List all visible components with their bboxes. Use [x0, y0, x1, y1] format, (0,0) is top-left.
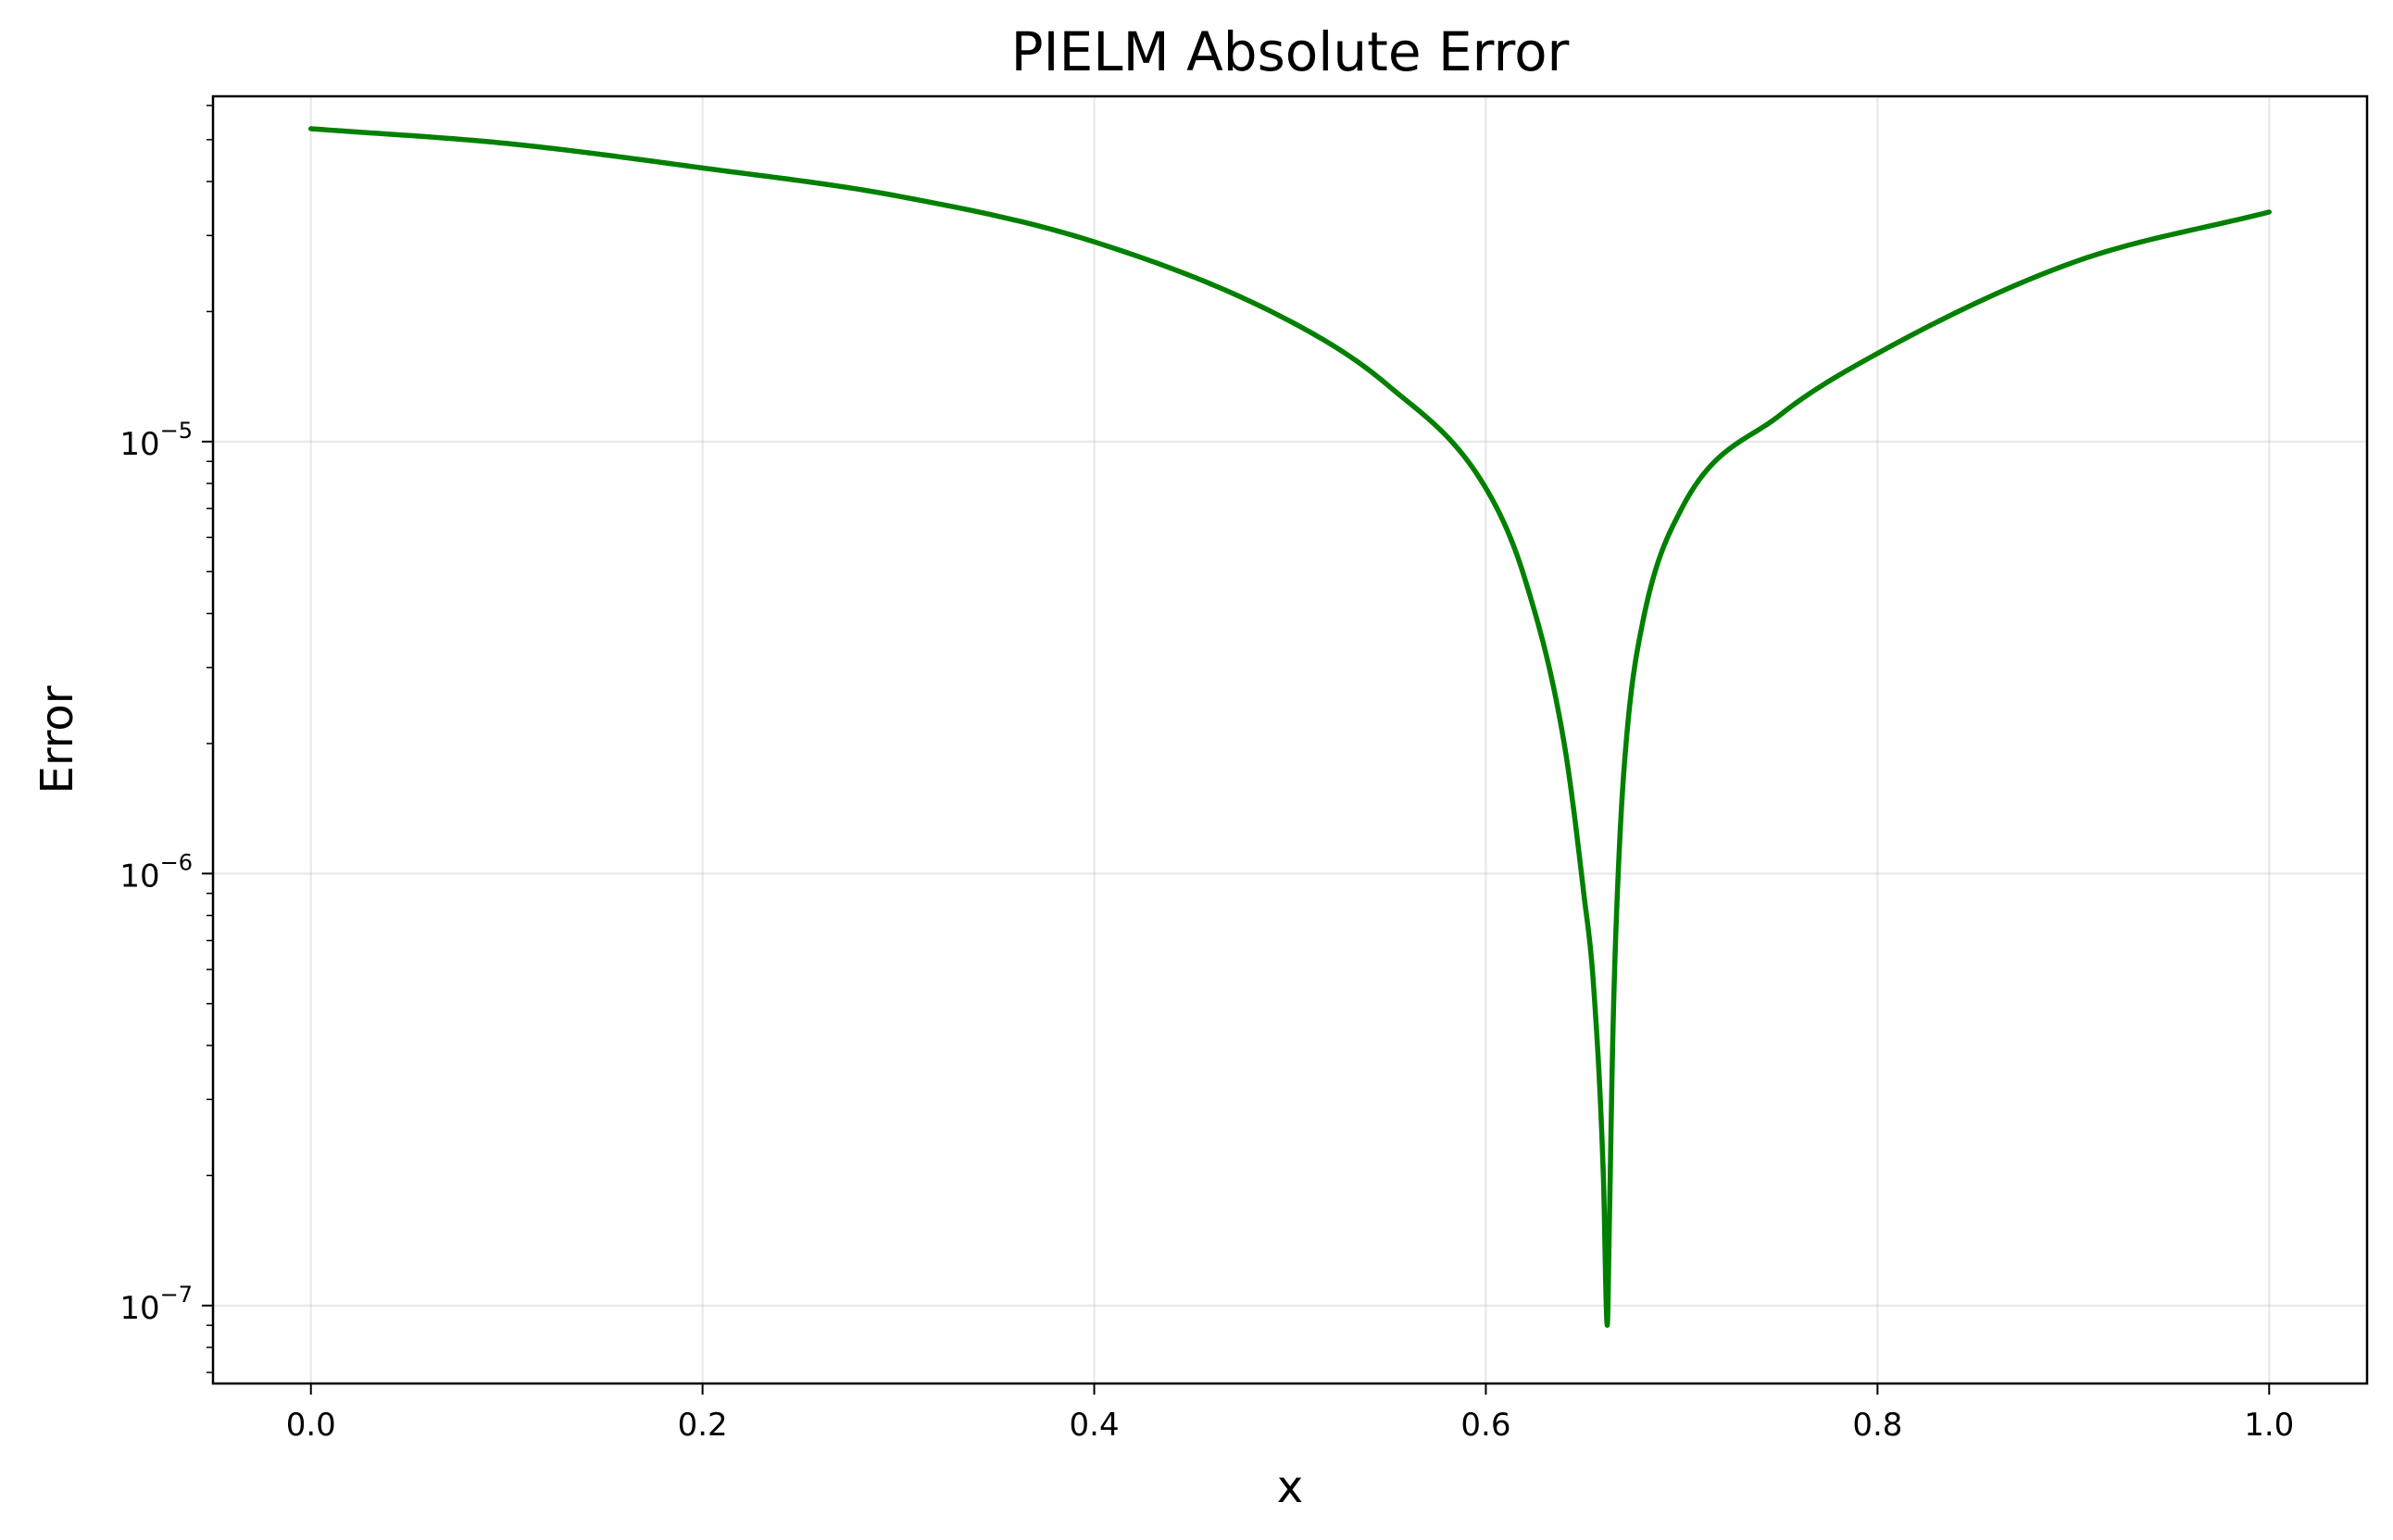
y-axis-label: Error	[31, 685, 83, 794]
y-tick-label-exponent: −6	[160, 849, 193, 875]
x-tick-label: 0.4	[1070, 1407, 1120, 1444]
y-tick-label: 10−6	[119, 849, 193, 895]
plot-area	[307, 126, 2273, 1328]
axis-ticks: 0.0 0.2 0.4 0.6 0.8 1.010−710−610−5	[119, 105, 2294, 1444]
y-tick-label-base: 10	[119, 426, 159, 463]
chart-title: PIELM Absolute Error	[1011, 20, 1570, 83]
x-tick-label: 0.2	[678, 1407, 728, 1444]
x-tick-label: 0.8	[1852, 1407, 1902, 1444]
grid	[213, 96, 2367, 1383]
y-tick-label: 10−5	[119, 418, 193, 463]
x-tick-label: 0.0	[286, 1407, 336, 1444]
y-tick-label-base: 10	[119, 1290, 159, 1327]
x-axis-label: x	[1277, 1461, 1303, 1513]
x-tick-label: 0.6	[1460, 1407, 1510, 1444]
axes-frame	[211, 94, 2369, 1385]
y-tick-label: 10−7	[119, 1282, 193, 1327]
y-tick-label-base: 10	[119, 858, 159, 895]
y-tick-label-exponent: −5	[160, 418, 193, 444]
y-tick-label-exponent: −7	[160, 1282, 193, 1308]
series-line	[307, 126, 2273, 1328]
x-tick-label: 1.0	[2244, 1407, 2294, 1444]
